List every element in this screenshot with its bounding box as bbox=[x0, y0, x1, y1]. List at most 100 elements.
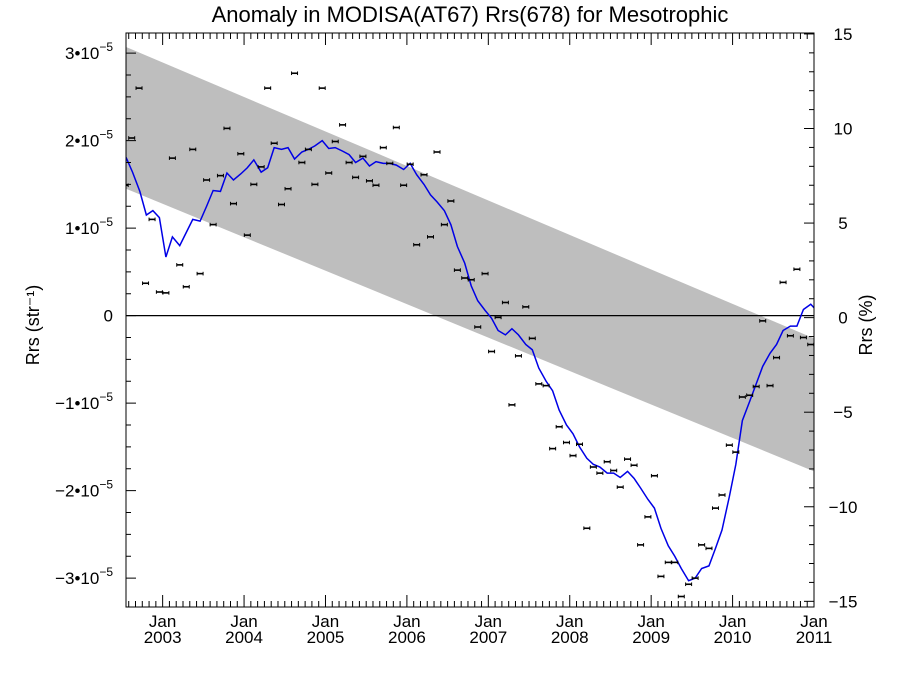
data-point bbox=[298, 160, 306, 165]
y2-tick-label: −10 bbox=[829, 498, 858, 517]
data-point bbox=[562, 440, 570, 445]
y-axis-label: Rrs (str⁻¹) bbox=[23, 285, 43, 365]
data-point bbox=[182, 284, 190, 289]
data-point bbox=[746, 393, 754, 398]
data-point bbox=[610, 468, 618, 473]
data-point bbox=[250, 182, 258, 187]
data-point bbox=[705, 546, 713, 551]
x-tick-month: Jan bbox=[393, 612, 420, 631]
data-point bbox=[637, 543, 645, 547]
data-point bbox=[549, 446, 557, 451]
data-point bbox=[698, 543, 706, 547]
data-point bbox=[474, 325, 482, 329]
y2-tick-label: −15 bbox=[829, 592, 858, 611]
data-point bbox=[142, 281, 150, 286]
data-point bbox=[685, 582, 693, 587]
data-point bbox=[732, 450, 740, 454]
data-point bbox=[447, 199, 455, 203]
data-point bbox=[542, 383, 550, 388]
data-point bbox=[291, 71, 299, 76]
data-point bbox=[596, 471, 604, 475]
data-point bbox=[630, 463, 638, 468]
x-tick-year: 2010 bbox=[714, 628, 752, 647]
y2-tick-label: 10 bbox=[834, 120, 853, 139]
data-point bbox=[528, 336, 536, 341]
data-point bbox=[514, 354, 522, 358]
axes: 3•10−5 2•10−5 1•10−5 0 −1•10−5 −2•10−5 −3•10−5… bbox=[55, 25, 857, 647]
y-tick-label: 2•10−5 bbox=[65, 128, 113, 151]
data-point bbox=[223, 126, 231, 131]
data-point bbox=[583, 526, 591, 531]
data-point bbox=[318, 86, 326, 90]
x-tick-month: Jan bbox=[800, 612, 827, 631]
data-point bbox=[671, 560, 679, 565]
y2-tick-label: 5 bbox=[838, 214, 847, 233]
data-point bbox=[203, 178, 211, 182]
data-point bbox=[311, 182, 319, 187]
x-tick-month: Jan bbox=[230, 612, 257, 631]
x-tick-month: Jan bbox=[556, 612, 583, 631]
data-point bbox=[603, 459, 611, 464]
data-point bbox=[162, 291, 170, 295]
data-point bbox=[691, 576, 699, 580]
y-tick-label: −2•10−5 bbox=[55, 478, 113, 501]
x-tick-month: Jan bbox=[475, 612, 502, 631]
data-points bbox=[126, 71, 814, 599]
y2-tick-label: 0 bbox=[838, 309, 847, 328]
plot-area bbox=[126, 47, 814, 599]
data-point bbox=[196, 271, 204, 276]
plot-frame bbox=[125, 32, 815, 608]
data-point bbox=[773, 355, 781, 360]
y-tick-label: 0 bbox=[104, 307, 113, 326]
data-point bbox=[725, 443, 733, 447]
running-mean-line bbox=[126, 139, 814, 582]
data-point bbox=[576, 442, 584, 447]
data-point bbox=[433, 150, 441, 154]
data-point bbox=[644, 515, 652, 519]
data-point bbox=[569, 453, 577, 458]
data-point bbox=[813, 261, 814, 265]
x-tick-month: Jan bbox=[637, 612, 664, 631]
data-point bbox=[229, 201, 237, 206]
data-point bbox=[427, 235, 435, 239]
x-tick-year: 2011 bbox=[796, 628, 833, 647]
data-point bbox=[278, 202, 286, 207]
data-point bbox=[799, 335, 807, 340]
data-point bbox=[352, 175, 360, 180]
data-point bbox=[176, 263, 184, 267]
data-point bbox=[759, 319, 767, 323]
chart-title: Anomaly in MODISA(AT67) Rrs(678) for Mes… bbox=[212, 2, 729, 27]
data-point bbox=[494, 315, 502, 320]
data-point bbox=[406, 162, 414, 167]
x-tick-month: Jan bbox=[312, 612, 339, 631]
data-point bbox=[779, 280, 787, 285]
data-point bbox=[304, 147, 312, 152]
data-point bbox=[481, 271, 489, 276]
data-point bbox=[189, 147, 197, 152]
y-tick-label: −1•10−5 bbox=[55, 390, 113, 413]
data-point bbox=[535, 382, 543, 386]
data-point bbox=[413, 242, 421, 247]
data-point bbox=[135, 86, 143, 90]
data-point bbox=[501, 300, 509, 305]
data-point bbox=[243, 233, 251, 237]
data-point bbox=[365, 179, 373, 183]
x-tick-year: 2008 bbox=[551, 628, 589, 647]
x-tick-year: 2007 bbox=[469, 628, 507, 647]
data-point bbox=[522, 305, 530, 309]
data-point bbox=[264, 86, 272, 90]
y-tick-label: 1•10−5 bbox=[65, 215, 113, 238]
y2-axis-label: Rrs (%) bbox=[856, 295, 876, 356]
data-point bbox=[453, 268, 461, 272]
data-point bbox=[657, 574, 665, 579]
data-point bbox=[677, 594, 685, 599]
data-point bbox=[616, 485, 624, 489]
y2-tick-label: −5 bbox=[833, 403, 852, 422]
data-point bbox=[237, 151, 245, 156]
data-point bbox=[216, 173, 224, 178]
data-point bbox=[379, 145, 387, 150]
x-tick-year: 2006 bbox=[388, 628, 426, 647]
data-point bbox=[738, 395, 746, 399]
data-point bbox=[325, 171, 333, 175]
